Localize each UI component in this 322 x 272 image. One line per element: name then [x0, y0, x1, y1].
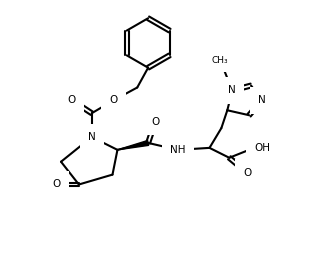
Text: O: O — [68, 95, 76, 105]
Text: OH: OH — [254, 143, 270, 153]
Text: O: O — [109, 95, 118, 105]
Text: N: N — [228, 85, 236, 95]
Text: NH: NH — [170, 145, 185, 155]
Text: N: N — [258, 95, 266, 105]
Text: CH₃: CH₃ — [211, 56, 228, 65]
Polygon shape — [118, 141, 149, 150]
Text: O: O — [151, 117, 159, 127]
Text: O: O — [243, 168, 251, 178]
Text: O: O — [52, 180, 60, 190]
Text: N: N — [88, 132, 96, 142]
